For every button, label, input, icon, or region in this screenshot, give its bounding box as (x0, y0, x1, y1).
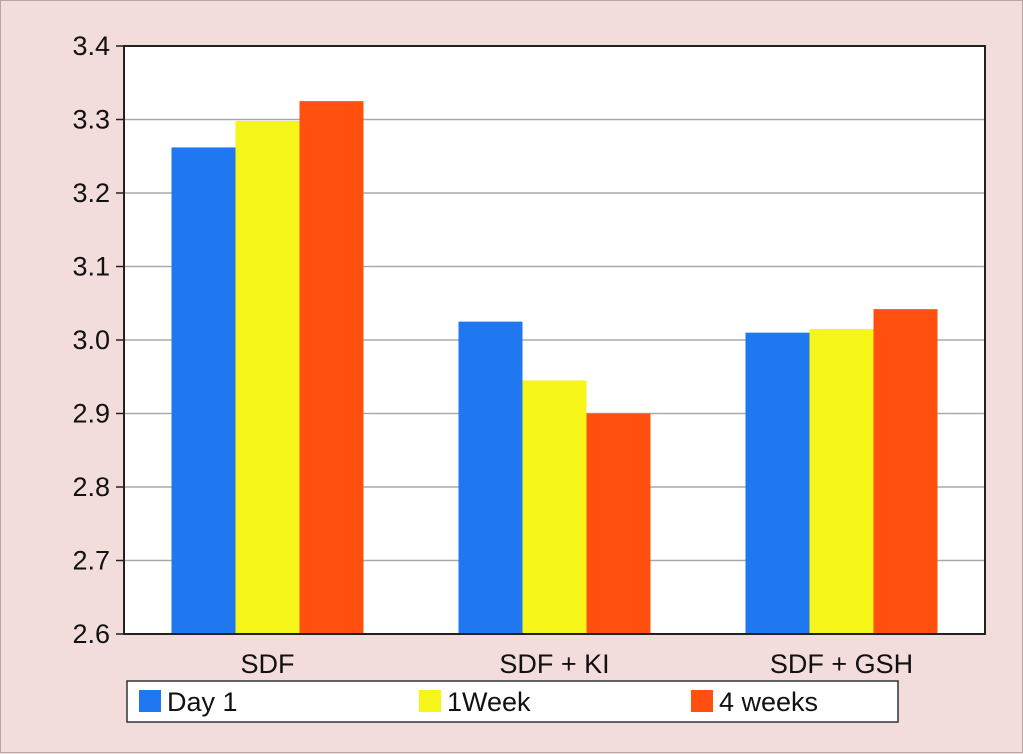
y-tick-label: 3.4 (72, 31, 110, 61)
y-axis-ticks: 2.6 2.7 2.8 2.9 3.0 3.1 3.2 3.3 3.4 (72, 31, 124, 649)
bar-day-1-1 (458, 321, 523, 634)
x-axis-ticks: SDF SDF + KI SDF + GSH (241, 649, 914, 679)
y-tick-label: 3.0 (72, 325, 110, 355)
x-category-label: SDF (241, 649, 295, 679)
y-tick-label: 2.9 (72, 399, 110, 429)
legend-swatch (139, 690, 161, 712)
legend-swatch (691, 690, 713, 712)
bar-day-1-0 (171, 147, 236, 634)
x-category-label: SDF + GSH (770, 649, 913, 679)
y-tick-label: 3.2 (72, 178, 110, 208)
y-tick-label: 2.7 (72, 546, 110, 576)
bar-1week-0 (235, 120, 300, 635)
bar-4-weeks-0 (299, 101, 364, 634)
legend-label: 4 weeks (719, 687, 818, 717)
bar-4-weeks-2 (873, 309, 938, 634)
legend: Day 1 1Week 4 weeks (126, 680, 899, 723)
bar-1week-2 (809, 328, 874, 634)
legend-box (126, 680, 899, 723)
legend-label: 1Week (447, 687, 531, 717)
bar-day-1-2 (745, 332, 810, 634)
bars (171, 101, 938, 635)
x-category-label: SDF + KI (499, 649, 609, 679)
y-tick-label: 3.3 (72, 105, 110, 135)
y-tick-label: 2.6 (72, 619, 110, 649)
legend-swatch (419, 690, 441, 712)
bar-1week-1 (522, 380, 587, 634)
y-tick-label: 3.1 (72, 252, 110, 282)
y-tick-label: 2.8 (72, 472, 110, 502)
bar-4-weeks-1 (586, 413, 651, 634)
legend-label: Day 1 (167, 687, 238, 717)
